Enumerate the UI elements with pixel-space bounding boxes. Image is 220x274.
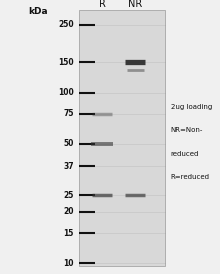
Text: 10: 10: [63, 259, 74, 267]
Text: 15: 15: [63, 229, 74, 238]
Text: 50: 50: [63, 139, 74, 148]
Text: NR: NR: [128, 0, 142, 9]
Text: 25: 25: [63, 191, 74, 200]
Text: 20: 20: [63, 207, 74, 216]
Text: 37: 37: [63, 162, 74, 171]
Text: kDa: kDa: [29, 7, 48, 16]
Text: NR=Non-: NR=Non-: [170, 127, 203, 133]
Text: reduced: reduced: [170, 151, 199, 157]
Text: 100: 100: [58, 88, 74, 97]
Text: R: R: [99, 0, 106, 9]
Text: R=reduced: R=reduced: [170, 174, 209, 180]
Text: 2ug loading: 2ug loading: [170, 104, 212, 110]
Text: 150: 150: [58, 58, 74, 67]
Text: 75: 75: [63, 109, 74, 118]
Text: 250: 250: [58, 20, 74, 29]
Bar: [79, 10, 165, 266]
